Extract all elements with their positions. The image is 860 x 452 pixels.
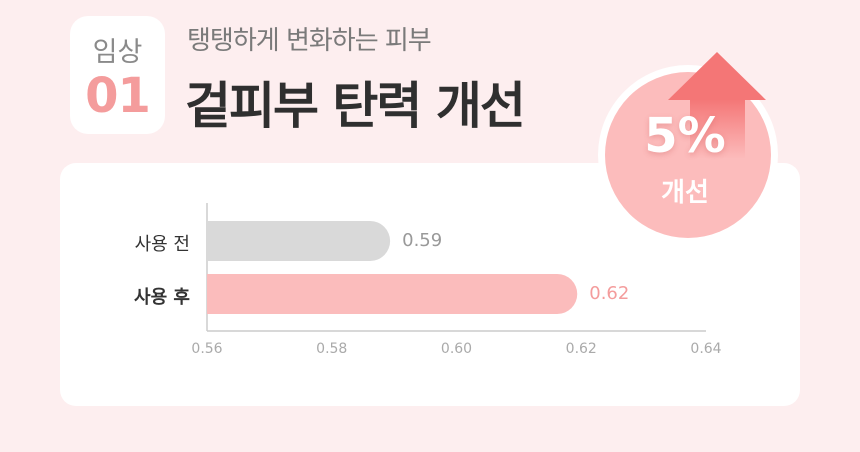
improvement-label: 개선 <box>661 178 709 208</box>
subtitle: 탱탱하게 변화하는 피부 <box>187 26 432 56</box>
category-label-after: 사용 후 <box>134 287 190 308</box>
value-label-after: 0.62 <box>589 283 630 304</box>
x-tick-label: 0.58 <box>316 341 348 357</box>
value-label-before: 0.59 <box>402 230 443 251</box>
page-title: 겉피부 탄력 개선 <box>185 77 526 135</box>
badge-label: 임상 <box>92 37 143 68</box>
arrow-up-icon <box>668 52 766 159</box>
improvement-value: 5% <box>644 108 726 164</box>
bar-0 <box>207 221 391 261</box>
x-tick-label: 0.56 <box>191 341 223 357</box>
badge-number: 01 <box>85 68 151 124</box>
x-tick-label: 0.64 <box>690 341 722 357</box>
x-tick-label: 0.62 <box>565 341 597 357</box>
bar-1 <box>207 274 578 314</box>
x-tick-label: 0.60 <box>440 341 473 357</box>
category-label-before: 사용 전 <box>134 234 190 255</box>
clinical-badge: 임상 01 <box>70 16 165 134</box>
